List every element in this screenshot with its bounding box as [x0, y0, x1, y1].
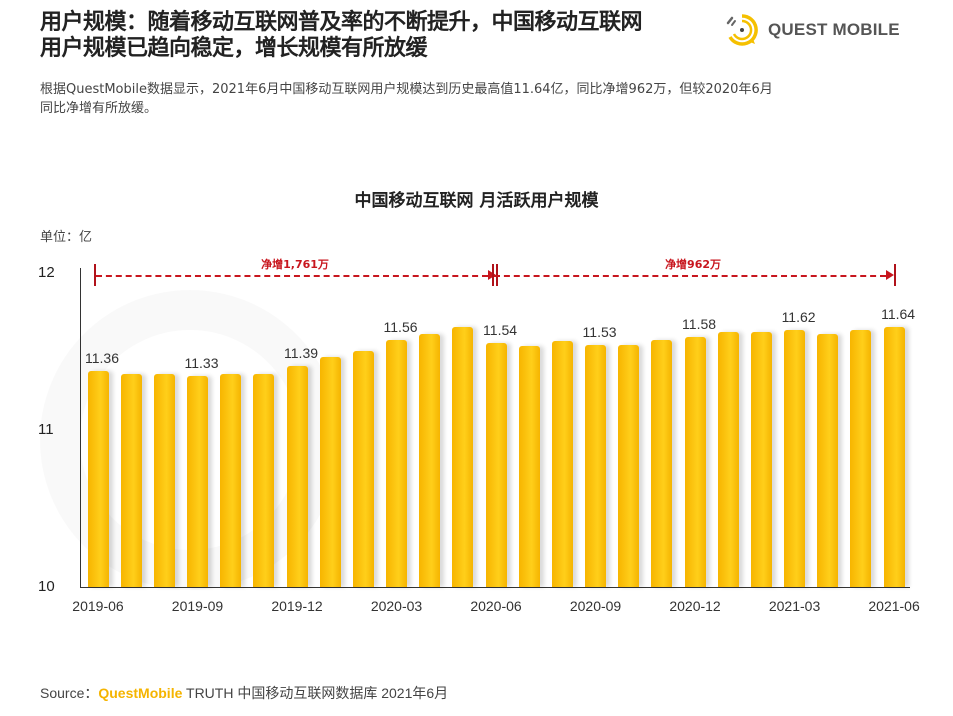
- source-note: Source：QuestMobile TRUTH 中国移动互联网数据库 2021…: [40, 683, 448, 703]
- bar-2020-11: [651, 339, 673, 587]
- data-label: 11.39: [284, 345, 319, 362]
- bar-2021-01: [717, 332, 739, 587]
- data-label: 11.58: [682, 315, 717, 332]
- x-tick-label: 2020-06: [470, 598, 522, 614]
- bar-2021-02: [750, 332, 772, 587]
- y-tick-11: 11: [38, 421, 54, 438]
- title-line-1: 用户规模：随着移动互联网普及率的不断提升，中国移动互联网: [40, 10, 643, 35]
- bar-2019-12: [286, 366, 308, 587]
- bar-2020-06: [485, 342, 507, 587]
- quest-mobile-logo: QUEST MOBILE: [722, 10, 900, 50]
- x-tick-label: 2019-12: [271, 598, 323, 614]
- data-label: 11.54: [483, 321, 518, 338]
- data-label: 11.56: [383, 318, 418, 335]
- description-line-1: 根据QuestMobile数据显示，2021年6月中国移动互联网用户规模达到历史…: [40, 82, 773, 97]
- range-marker: [894, 264, 897, 286]
- bar-2021-04: [817, 333, 839, 587]
- bar-2020-04: [419, 333, 441, 587]
- y-tick-12: 12: [38, 264, 55, 281]
- bar-2020-12: [684, 336, 706, 587]
- bar-2020-08: [551, 341, 573, 587]
- bar-2020-01: [319, 357, 341, 587]
- bar-2021-05: [850, 330, 872, 587]
- data-label: 11.64: [881, 306, 916, 323]
- description-line-2: 同比净增有所放缓。: [40, 101, 158, 116]
- bar-2019-07: [120, 374, 142, 587]
- bar-2020-10: [618, 344, 640, 587]
- source-rest: TRUTH 中国移动互联网数据库 2021年6月: [182, 685, 449, 701]
- x-tick-label: 2019-09: [171, 598, 224, 614]
- title-line-2: 用户规模已趋向稳定，增长规模有所放缓: [40, 36, 428, 61]
- arrow-right-icon: [886, 270, 895, 280]
- data-label: 11.36: [85, 350, 119, 367]
- bar-2020-03: [386, 339, 408, 587]
- range-marker: [94, 264, 96, 286]
- bar-2020-02: [352, 350, 374, 587]
- x-tick-label: 2020-12: [669, 598, 721, 614]
- bar-2019-10: [220, 374, 242, 587]
- source-brand: QuestMobile: [98, 685, 183, 701]
- bar-2020-05: [452, 327, 474, 587]
- bar-2021-03: [784, 330, 806, 587]
- range-annotation-label: 净增1,761万: [261, 258, 329, 271]
- logo-text: QUEST MOBILE: [768, 20, 900, 39]
- data-label: 11.62: [781, 309, 816, 326]
- y-tick-10: 10: [38, 578, 55, 595]
- x-tick-label: 2020-03: [370, 598, 423, 614]
- page-title: 用户规模：随着移动互联网普及率的不断提升，中国移动互联网 用户规模已趋向稳定，增…: [40, 10, 730, 62]
- x-tick-label: 2019-06: [72, 598, 124, 614]
- y-axis: [80, 268, 81, 588]
- bar-2019-06: [87, 371, 109, 587]
- description: 根据QuestMobile数据显示，2021年6月中国移动互联网用户规模达到历史…: [40, 80, 920, 118]
- quest-mobile-logo-icon: [726, 14, 758, 46]
- bar-2021-06: [883, 327, 905, 587]
- data-label: 11.33: [184, 354, 219, 371]
- range-annotation-label: 净增962万: [665, 258, 722, 271]
- x-tick-label: 2021-06: [868, 598, 920, 614]
- source-prefix: Source：: [40, 685, 99, 701]
- x-axis: [80, 587, 910, 588]
- chart-title: 中国移动互联网 月活跃用户规模: [354, 191, 599, 211]
- unit-label: 单位：亿: [40, 230, 93, 245]
- range-dashed-line: [494, 275, 887, 277]
- data-label: 11.53: [582, 323, 617, 340]
- x-tick-label: 2020-09: [569, 598, 622, 614]
- x-tick-label: 2021-03: [768, 598, 821, 614]
- bar-2020-09: [585, 344, 607, 587]
- range-marker: [492, 264, 495, 286]
- bar-2019-11: [253, 374, 275, 587]
- bar-2019-09: [187, 375, 208, 587]
- bar-2020-07: [518, 346, 540, 587]
- range-dashed-line: [96, 275, 489, 277]
- bar-2019-08: [153, 374, 175, 587]
